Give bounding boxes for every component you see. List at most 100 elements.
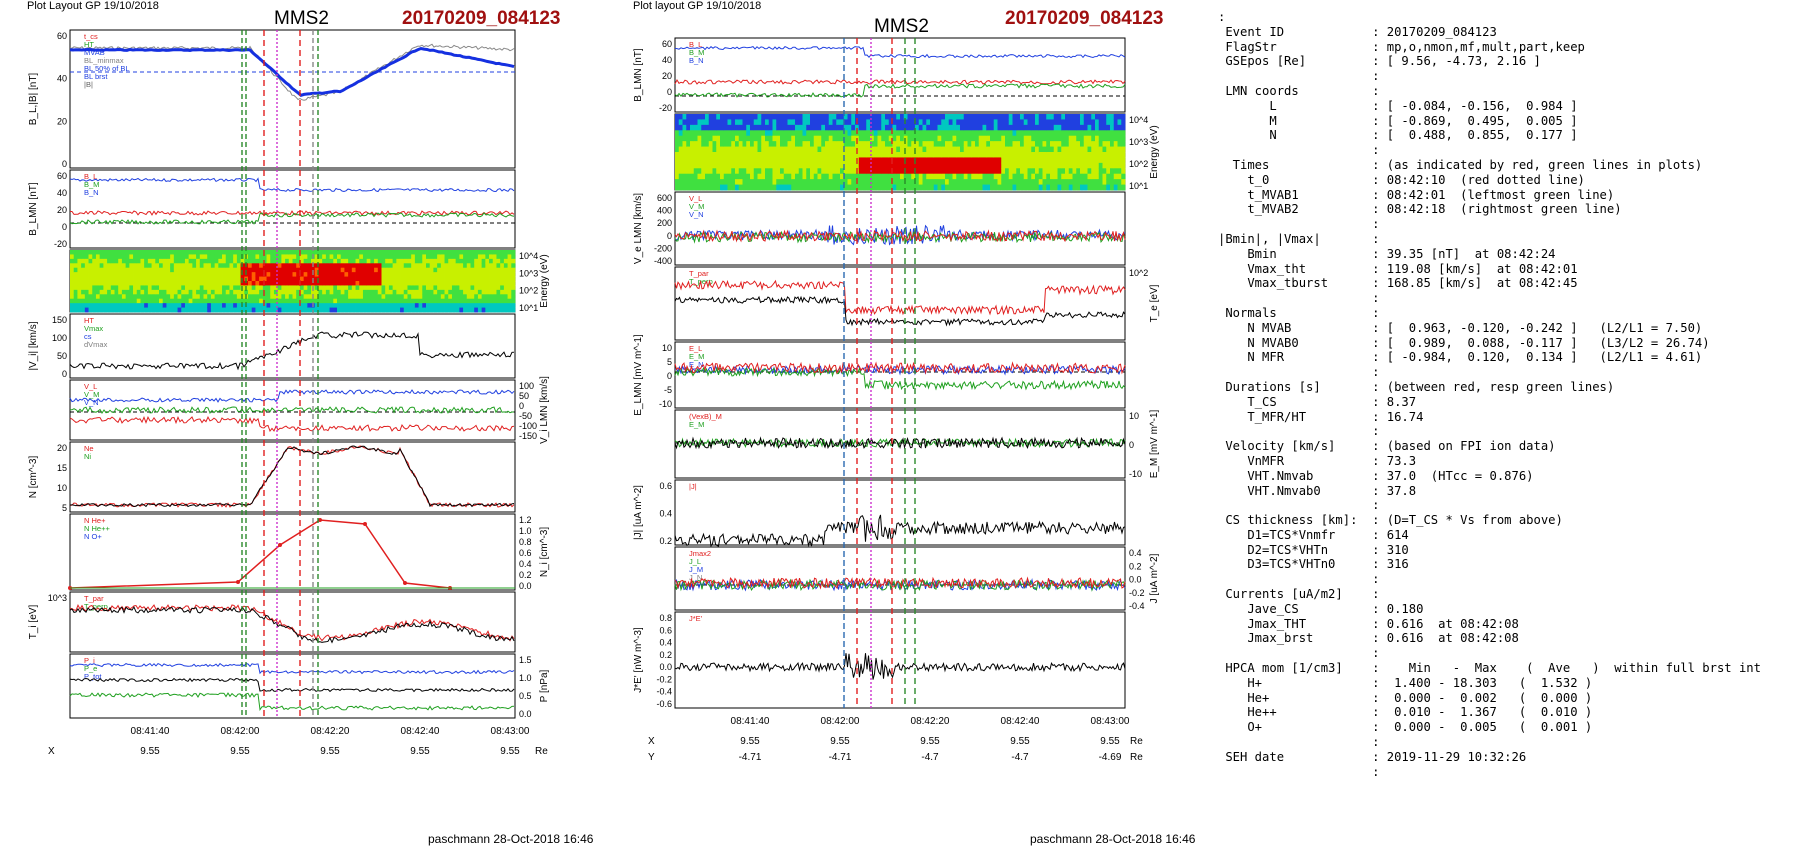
spectrogram-cell [926,184,931,191]
spectrogram-cell [851,168,856,175]
spectrogram-cell [1038,141,1043,147]
spectrogram-cell [292,276,297,282]
info-line: GSEpos [Re] : [ 9.56, -4.73, 2.16 ] [1218,54,1541,69]
spectrogram-cell [776,119,781,126]
spectrogram-cell [73,307,78,313]
spectrogram-cell [1038,157,1043,164]
spectrogram-cell [866,152,871,158]
spectrogram-cell [121,281,127,286]
spectrogram-cell [492,250,497,255]
spectrogram-cell [151,289,156,295]
spectrogram-cell [370,258,375,264]
spectrogram-cell [746,162,751,169]
spectrogram-cell [296,263,301,269]
panel-tick-label: -5 [664,385,672,395]
spectrogram-cell [701,168,706,175]
spectrogram-cell [259,254,264,260]
spectrogram-cell [236,294,241,300]
spectrogram-cell [481,267,486,273]
spectrogram-cell [975,179,980,185]
info-line: : [1218,498,1380,513]
spectrogram-cell [738,152,743,158]
spectrogram-cell [400,303,405,308]
spectrogram-cell [248,307,253,313]
spectrogram-cell [496,298,501,304]
spectrogram-cell [836,114,841,120]
spectrogram-cell [843,119,848,126]
spectrogram-cell [1020,135,1025,142]
spectrogram-cell [151,267,156,273]
spectrogram-cell [757,168,762,175]
spectrogram-cell [870,179,875,185]
spectrogram-cell [99,307,104,313]
spectrogram-cell [712,168,717,175]
spectrogram-cell [418,267,423,273]
spectrogram-cell [682,146,687,153]
spectrogram-cell [403,250,408,255]
spectrogram-cell [843,146,848,153]
spectrogram-cell [757,135,762,142]
spectrogram-cell [930,146,935,153]
spectrogram-cell [329,289,334,295]
spectrogram-cell [1065,168,1070,175]
spectrogram-cell [675,141,680,147]
spectrogram-cell [496,281,501,286]
spectrogram-cell [403,285,408,291]
spectrogram-cell [746,124,751,131]
spectrogram-cell [448,298,453,304]
spectrogram-cell [1001,157,1006,164]
spectrogram-cell [107,289,112,295]
spectrogram-cell [426,303,431,308]
spectrogram-cell [982,124,987,131]
spectrogram-cell [1027,179,1032,185]
spectrogram-cell [411,267,416,273]
spectrogram-cell [81,254,86,260]
panel-frame [69,653,516,719]
spectrogram-cell [817,162,822,169]
spectrogram-cell [463,294,468,300]
spectrogram-cell [188,263,193,269]
spectrogram-cell [110,254,115,260]
spectrogram-cell [325,289,330,295]
spectrogram-cell [682,157,687,164]
spectrogram-cell [851,135,856,142]
spectrogram-cell [810,152,815,158]
spectrogram-cell [440,303,445,308]
spectrogram-cell [426,263,431,269]
spectrogram-cell [757,141,762,147]
spectrogram-cell [277,298,282,304]
spectrogram-cell [1068,157,1073,164]
spectrogram-cell [682,162,687,169]
spectrogram-cell [956,130,961,137]
spectrogram-cell [411,250,416,255]
spectrogram-cell [903,141,908,147]
spectrogram-cell [303,281,308,286]
spectrogram-cell [795,141,800,147]
spectrogram-cell [1106,130,1111,137]
spectrogram-cell [915,114,920,120]
spectrogram-cell [881,168,886,175]
spectrogram-cell [299,263,305,269]
spectrogram-cell [351,298,356,304]
spectrogram-cell [329,276,334,282]
spectrogram-cell [836,184,841,191]
spectrogram-cell [948,146,953,153]
spectrogram-cell [140,294,145,300]
spectrogram-cell [292,263,297,269]
spectrogram-cell [911,114,916,120]
spectrogram-cell [791,184,796,191]
panel-tick-label: -200 [654,243,672,253]
spectrogram-cell [88,285,93,291]
spectrogram-cell [273,272,279,277]
spectrogram-cell [978,168,983,175]
spectrogram-cell [388,285,394,291]
spectrogram-cell [455,276,460,282]
spectrogram-cell [418,285,423,291]
spectrogram-cell [173,263,178,269]
spectrogram-cell [400,307,405,313]
spectrogram-cell [496,276,501,282]
spectrogram-cell [922,168,927,175]
spectrogram-cell [470,263,475,269]
spectrogram-cell [492,254,497,260]
spectrogram-cell [708,179,713,185]
